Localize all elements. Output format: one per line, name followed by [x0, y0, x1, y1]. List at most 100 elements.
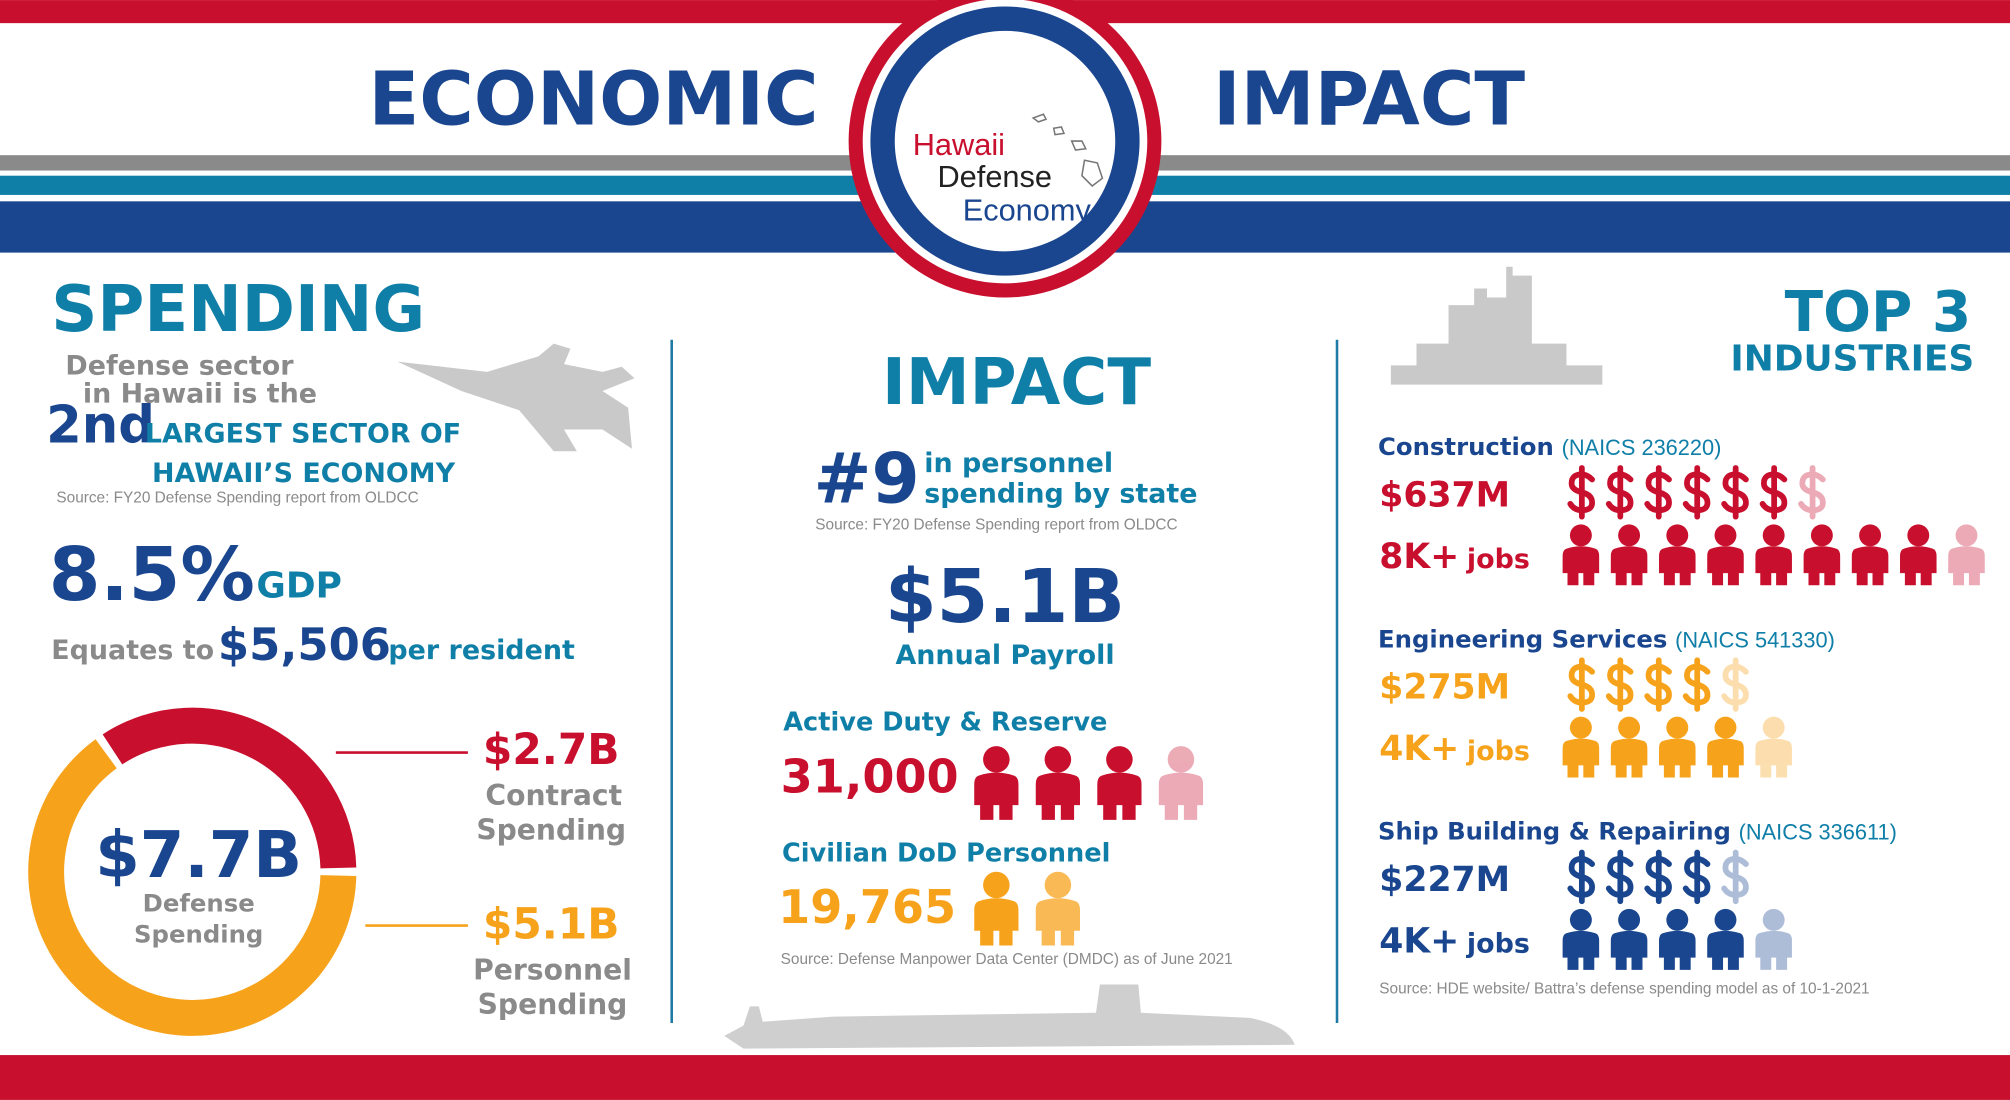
group-count: 19,765: [778, 880, 956, 934]
industry-naics: (NAICS 541330): [1675, 627, 1835, 652]
per-resident-value: $5,506: [218, 618, 391, 671]
logo: Hawaii Defense Economy: [848, 0, 1162, 298]
industry-amount: $275M: [1379, 668, 1510, 708]
industry-name: Engineering Services (NAICS 541330): [1378, 624, 1835, 653]
jobs-unit: jobs: [1466, 544, 1530, 575]
payroll-label: Annual Payroll: [895, 640, 1114, 671]
segment-name: Personnel: [473, 953, 632, 986]
person-body: [1610, 930, 1648, 970]
industry-name: Construction (NAICS 236220): [1378, 432, 1721, 461]
person-body: [1755, 546, 1792, 586]
person-body: [974, 898, 1019, 946]
rank-text: LARGEST SECTOR OF: [145, 418, 461, 449]
gdp-value: 8.5%: [49, 531, 255, 618]
person-body: [1659, 930, 1696, 970]
person-body: [1562, 930, 1600, 970]
person-icon: [1610, 524, 1648, 586]
person-body: [1707, 930, 1744, 970]
person-head: [1167, 746, 1195, 773]
source: Source: Defense Manpower Data Center (DM…: [781, 951, 1233, 968]
person-body: [1610, 738, 1648, 778]
payroll-value: $5.1B: [885, 553, 1125, 640]
industry-jobs: 4K+ jobs: [1379, 922, 1530, 962]
group-name: Active Duty & Reserve: [783, 708, 1107, 738]
person-head: [1907, 524, 1930, 547]
dollar-icon: [1605, 465, 1634, 520]
person-icon: [1803, 524, 1841, 586]
person-icon: [1562, 908, 1600, 970]
dollar-icon: [1682, 465, 1711, 520]
person-head: [1666, 908, 1689, 931]
section-title: INDUSTRIES: [1730, 339, 1974, 380]
dollar-icon: [1605, 849, 1634, 905]
person-icon: [1562, 524, 1600, 586]
person-body: [1097, 772, 1142, 820]
person-body: [1158, 772, 1204, 820]
person-head: [1762, 716, 1785, 739]
person-head: [1666, 716, 1689, 739]
person-body: [1659, 546, 1696, 586]
group-name: Civilian DoD Personnel: [782, 838, 1110, 868]
segment-name: Spending: [478, 988, 628, 1021]
dollar-icon: [1567, 465, 1595, 520]
person-body: [1851, 546, 1889, 586]
dollar-s: [1721, 663, 1749, 706]
rank: 2nd: [46, 395, 155, 455]
header-title: IMPACT: [1213, 55, 1525, 142]
intro-text: in Hawaii is the: [83, 379, 317, 410]
donut-segment: [102, 707, 357, 869]
person-head: [1618, 524, 1641, 547]
section-title: SPENDING: [51, 273, 425, 347]
logo-text: Defense: [937, 159, 1052, 194]
jet-icon: [397, 343, 635, 452]
source: Source: HDE website/ Battra’s defense sp…: [1379, 981, 1869, 998]
person-body: [1562, 546, 1600, 586]
segment-label: $5.1B: [483, 899, 620, 948]
dollar-s: [1721, 856, 1749, 898]
person-icon: [1659, 716, 1696, 778]
person-head: [1618, 908, 1641, 931]
source: Source: FY20 Defense Spending report fro…: [815, 516, 1177, 533]
person-icon: [1610, 716, 1648, 778]
dollar-icon: [1721, 849, 1749, 905]
industry-amount: $227M: [1379, 860, 1510, 900]
person-head: [1666, 524, 1689, 547]
person-head: [983, 746, 1010, 773]
person-body: [1035, 772, 1080, 820]
logo-text: Economy: [963, 193, 1092, 228]
building-icon: [1390, 266, 1603, 385]
person-icon: [1097, 746, 1142, 820]
person-head: [1106, 746, 1133, 773]
dollar-icon: [1605, 657, 1634, 712]
dollar-icon: [1721, 465, 1749, 520]
logo-text: Hawaii: [913, 127, 1005, 162]
per-resident-text: Equates to: [51, 635, 214, 666]
person-head: [1762, 908, 1785, 931]
person-head: [1714, 716, 1737, 739]
person-body: [1948, 546, 1985, 586]
industry-naics: (NAICS 336611): [1739, 820, 1897, 845]
segment-name: Contract: [485, 779, 622, 812]
dollar-icon: [1759, 465, 1788, 520]
source: Source: FY20 Defense Spending report fro…: [56, 490, 418, 507]
jobs-count: 4K+: [1379, 729, 1459, 769]
person-icon: [1900, 524, 1937, 586]
dollar-icon: [1721, 657, 1749, 712]
person-icon: [1659, 908, 1696, 970]
person-head: [1569, 908, 1592, 931]
person-body: [1707, 738, 1744, 778]
person-head: [1810, 524, 1833, 547]
intro-text: Defense sector: [65, 350, 294, 381]
per-resident-text: per resident: [388, 635, 575, 666]
person-icon: [1562, 716, 1600, 778]
segment-label: $2.7B: [483, 725, 620, 774]
segment-name: Spending: [476, 814, 626, 847]
person-head: [1762, 524, 1785, 547]
header-title: ECONOMIC: [368, 55, 818, 142]
person-icon: [1755, 524, 1792, 586]
dollar-icon: [1567, 657, 1595, 712]
donut-center-value: $7.7B: [95, 819, 302, 893]
person-body: [1035, 898, 1080, 946]
person-head: [1859, 524, 1882, 547]
